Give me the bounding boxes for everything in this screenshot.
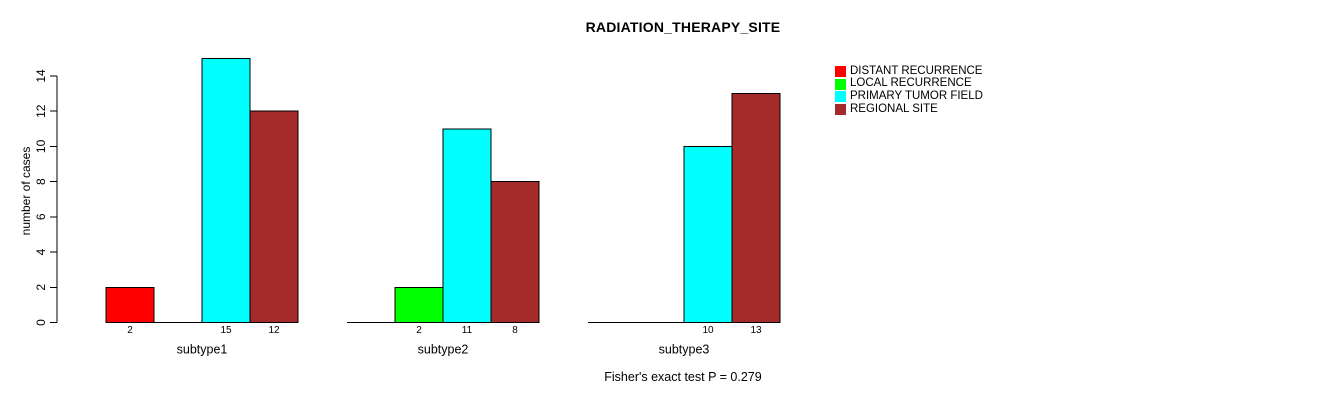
legend-swatch-icon xyxy=(835,78,846,90)
y-tick-label: 12 xyxy=(34,104,48,118)
bar xyxy=(394,286,444,323)
legend-swatch-icon xyxy=(835,103,846,115)
legend-item-label: DISTANT RECURRENCE xyxy=(850,64,983,77)
annotation-fisher-test: Fisher's exact test P = 0.279 xyxy=(604,370,761,384)
legend-item-label: LOCAL RECURRENCE xyxy=(850,77,972,90)
bar-value-label: 15 xyxy=(220,325,232,336)
y-tick-label: 10 xyxy=(34,139,48,153)
bar-value-label: 2 xyxy=(416,325,422,336)
legend-item-label: PRIMARY TUMOR FIELD xyxy=(850,89,983,102)
y-tick-label: 4 xyxy=(34,248,48,255)
bar-value-label: 13 xyxy=(750,325,762,336)
bar-value-label: 11 xyxy=(462,325,473,336)
y-tick-label: 8 xyxy=(34,178,48,185)
legend-item-label: REGIONAL SITE xyxy=(850,102,938,115)
bar xyxy=(490,181,540,323)
bar-value-label: 12 xyxy=(268,325,280,336)
legend: DISTANT RECURRENCE LOCAL RECURRENCE PRIMAR… xyxy=(835,65,983,116)
bar-value-label: 8 xyxy=(512,325,518,336)
bar xyxy=(731,93,781,323)
category-label: subtype1 xyxy=(177,343,228,357)
category-label: subtype2 xyxy=(418,343,469,357)
bar-value-label: 2 xyxy=(127,325,133,336)
y-tick-label: 14 xyxy=(34,69,48,83)
y-axis-label: number of cases xyxy=(19,147,33,236)
bar xyxy=(201,57,251,323)
y-tick-label: 2 xyxy=(34,284,48,291)
bar xyxy=(249,110,299,324)
bar-value-label: 10 xyxy=(702,325,714,336)
legend-item: PRIMARY TUMOR FIELD xyxy=(835,90,983,103)
y-tick-label: 6 xyxy=(34,213,48,220)
legend-item: DISTANT RECURRENCE xyxy=(835,65,983,78)
legend-item: REGIONAL SITE xyxy=(835,103,983,116)
chart-title: RADIATION_THERAPY_SITE xyxy=(586,19,781,35)
bar xyxy=(683,145,733,323)
bar xyxy=(105,286,155,323)
category-label: subtype3 xyxy=(659,343,710,357)
plot-area: 0 2 4 6 8 10 12 14 2 15 12 subtype1 2 11 8 subtype2 10 13… xyxy=(34,57,781,357)
bar xyxy=(442,128,492,323)
legend-swatch-icon xyxy=(835,91,846,103)
y-tick-label: 0 xyxy=(34,319,48,326)
legend-swatch-icon xyxy=(835,65,846,77)
legend-item: LOCAL RECURRENCE xyxy=(835,78,983,91)
